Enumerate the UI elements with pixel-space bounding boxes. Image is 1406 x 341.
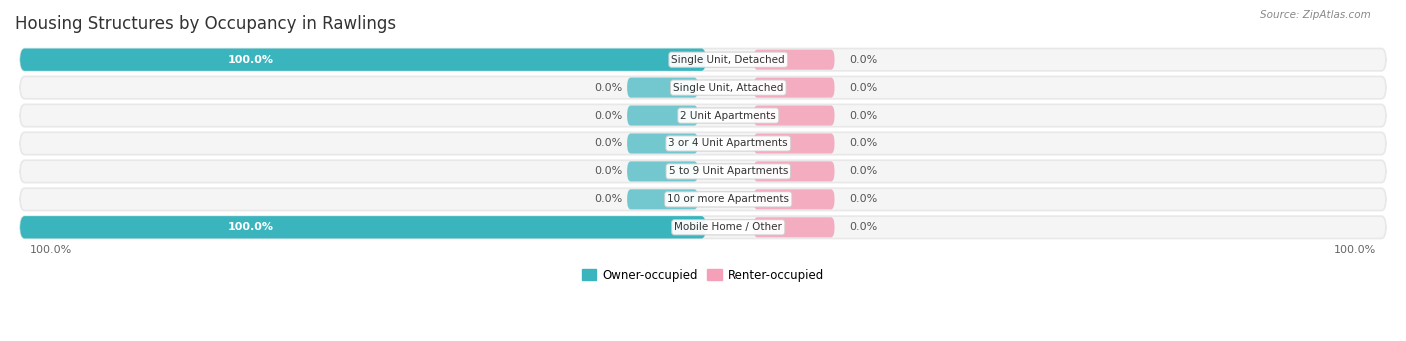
FancyBboxPatch shape: [20, 48, 1386, 71]
FancyBboxPatch shape: [627, 77, 697, 98]
Text: 0.0%: 0.0%: [593, 83, 621, 93]
Text: 0.0%: 0.0%: [849, 222, 877, 232]
Text: 0.0%: 0.0%: [593, 138, 621, 148]
Text: Mobile Home / Other: Mobile Home / Other: [675, 222, 782, 232]
Text: Source: ZipAtlas.com: Source: ZipAtlas.com: [1260, 10, 1371, 20]
Text: 0.0%: 0.0%: [593, 194, 621, 204]
Text: 0.0%: 0.0%: [849, 138, 877, 148]
Text: 100.0%: 100.0%: [228, 222, 274, 232]
FancyBboxPatch shape: [20, 76, 1386, 99]
Text: 0.0%: 0.0%: [849, 83, 877, 93]
FancyBboxPatch shape: [20, 48, 706, 71]
Text: Single Unit, Attached: Single Unit, Attached: [673, 83, 783, 93]
FancyBboxPatch shape: [754, 77, 835, 98]
FancyBboxPatch shape: [754, 49, 835, 70]
FancyBboxPatch shape: [627, 161, 697, 181]
Text: 0.0%: 0.0%: [849, 55, 877, 65]
FancyBboxPatch shape: [754, 105, 835, 125]
Text: 0.0%: 0.0%: [849, 166, 877, 176]
Text: Housing Structures by Occupancy in Rawlings: Housing Structures by Occupancy in Rawli…: [15, 15, 396, 33]
FancyBboxPatch shape: [20, 216, 706, 238]
Legend: Owner-occupied, Renter-occupied: Owner-occupied, Renter-occupied: [578, 264, 828, 286]
Text: 3 or 4 Unit Apartments: 3 or 4 Unit Apartments: [668, 138, 789, 148]
Text: 0.0%: 0.0%: [593, 110, 621, 121]
Text: 2 Unit Apartments: 2 Unit Apartments: [681, 110, 776, 121]
FancyBboxPatch shape: [627, 189, 697, 209]
Text: Single Unit, Detached: Single Unit, Detached: [672, 55, 785, 65]
FancyBboxPatch shape: [20, 160, 1386, 182]
Text: 10 or more Apartments: 10 or more Apartments: [668, 194, 789, 204]
FancyBboxPatch shape: [627, 133, 697, 153]
FancyBboxPatch shape: [627, 105, 697, 125]
Text: 100.0%: 100.0%: [30, 246, 73, 255]
Text: 0.0%: 0.0%: [849, 110, 877, 121]
FancyBboxPatch shape: [20, 132, 1386, 155]
FancyBboxPatch shape: [754, 217, 835, 237]
Text: 5 to 9 Unit Apartments: 5 to 9 Unit Apartments: [669, 166, 787, 176]
FancyBboxPatch shape: [754, 133, 835, 153]
FancyBboxPatch shape: [20, 216, 1386, 238]
Text: 100.0%: 100.0%: [1333, 246, 1376, 255]
FancyBboxPatch shape: [754, 189, 835, 209]
Text: 0.0%: 0.0%: [849, 194, 877, 204]
FancyBboxPatch shape: [754, 161, 835, 181]
Text: 100.0%: 100.0%: [228, 55, 274, 65]
Text: 0.0%: 0.0%: [593, 166, 621, 176]
FancyBboxPatch shape: [20, 104, 1386, 127]
FancyBboxPatch shape: [20, 188, 1386, 210]
